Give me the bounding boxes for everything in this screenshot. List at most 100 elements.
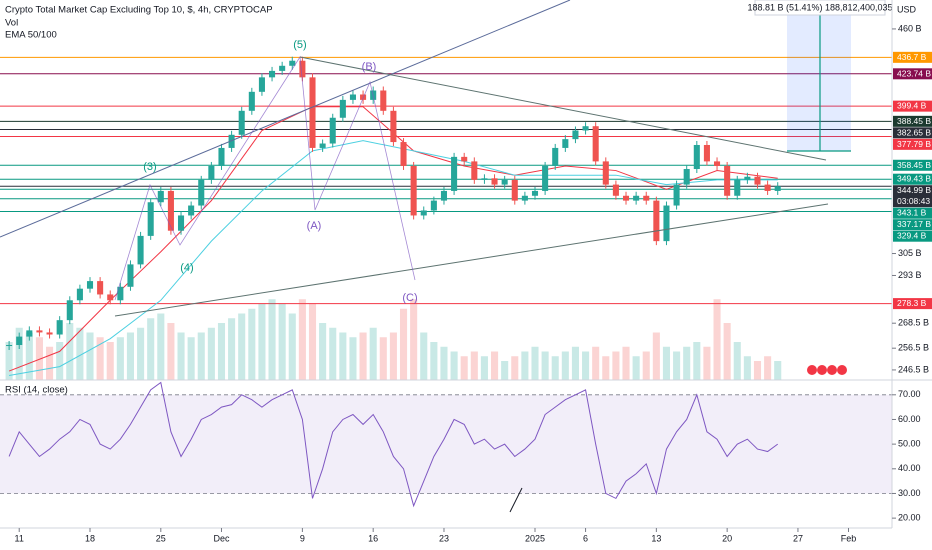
candle-body	[521, 195, 528, 201]
x-tick-label: 9	[300, 533, 305, 543]
volume-bar	[217, 323, 226, 380]
candle-body	[400, 142, 407, 166]
candle-body	[46, 332, 53, 335]
volume-bar	[399, 308, 408, 380]
candle-body	[289, 60, 296, 66]
rsi-tick-label: 60.00	[898, 414, 921, 424]
volume-bar	[440, 346, 448, 380]
x-tick-label: Dec	[213, 533, 230, 543]
y-tick-label: 305 B	[898, 248, 922, 258]
volume-bar	[96, 337, 104, 380]
candle-body	[653, 200, 660, 242]
candle-body	[430, 200, 437, 211]
volume-bar	[743, 356, 751, 380]
level-label: 377.79 B	[897, 139, 931, 149]
volume-bar	[602, 356, 610, 380]
rsi-tick-label: 30.00	[898, 488, 921, 498]
candle-body	[774, 186, 781, 191]
volume-bar	[86, 332, 94, 380]
volume-bar	[319, 323, 327, 380]
icon	[837, 365, 847, 375]
volume-bar	[511, 356, 519, 380]
y-tick-label: 293 B	[898, 270, 922, 280]
indicator-label: EMA 50/100	[5, 30, 57, 41]
rsi-tick-label: 20.00	[898, 513, 921, 523]
candle-body	[461, 156, 468, 162]
drawing-line	[509, 487, 523, 513]
level-label: 329.4 B	[897, 231, 927, 241]
candle-body	[703, 144, 710, 162]
candle-body	[754, 176, 761, 185]
icon	[807, 365, 817, 375]
volume-bar	[693, 342, 701, 380]
candle-body	[147, 202, 154, 236]
volume-bar	[339, 332, 347, 380]
candle-body	[511, 179, 518, 201]
candle-body	[471, 161, 478, 180]
rsi-band	[0, 394, 892, 494]
icon	[817, 365, 827, 375]
volume-bar	[329, 327, 337, 380]
x-tick-label: 20	[722, 533, 732, 543]
chart-title: Crypto Total Market Cap Excluding Top 10…	[5, 5, 273, 16]
volume-bar	[389, 332, 397, 380]
x-tick-label: Feb	[841, 533, 857, 543]
candle-body	[663, 205, 670, 242]
volume-bar	[35, 337, 43, 380]
candle-body	[208, 165, 215, 180]
volume-bar	[15, 327, 23, 380]
volume-bar	[298, 299, 306, 380]
candle-body	[592, 126, 599, 162]
volume-bar	[147, 318, 155, 380]
candle-body	[56, 320, 63, 335]
level-label-box	[893, 127, 932, 139]
volume-bar	[379, 337, 387, 380]
wave-path	[114, 55, 416, 301]
candle-body	[683, 169, 690, 185]
rsi-tick-label: 50.00	[898, 439, 921, 449]
volume-bar	[369, 327, 377, 380]
level-label: 423.74 B	[897, 68, 931, 78]
candle-body	[542, 165, 549, 191]
candle-body	[107, 294, 114, 301]
x-tick-label: 25	[156, 533, 166, 543]
level-label-box	[893, 230, 932, 242]
volume-bar	[551, 356, 559, 380]
candle-body	[157, 190, 164, 203]
volume-bar	[359, 332, 367, 380]
candle-body	[279, 65, 286, 71]
volume-bar	[733, 342, 741, 380]
volume-bar	[571, 346, 579, 380]
level-label: 358.45 B	[897, 160, 931, 170]
volume-bar	[491, 351, 499, 380]
candle-body	[380, 90, 387, 111]
candle-body	[531, 190, 539, 196]
x-tick-label: 27	[793, 533, 803, 543]
candle-body	[390, 110, 397, 143]
candle-body	[299, 60, 306, 78]
candle-body	[269, 70, 276, 78]
volume-bar	[106, 342, 114, 380]
candle-body	[552, 147, 559, 166]
x-tick-label: 6	[583, 533, 588, 543]
volume-bar	[126, 332, 135, 380]
back-layer	[0, 56, 892, 508]
level-label-box	[893, 298, 932, 310]
candle-body	[724, 165, 731, 196]
wave-label: (C)	[402, 292, 417, 304]
trend-line	[114, 203, 829, 317]
volume-bar	[450, 351, 458, 380]
candle-body	[177, 215, 185, 231]
candle-body	[6, 345, 13, 347]
volume-bar	[561, 351, 569, 380]
level-label-box	[893, 68, 932, 80]
trend-line	[0, 0, 571, 238]
candle-body	[36, 330, 43, 333]
volume-bar	[622, 346, 630, 380]
candle-body	[734, 179, 741, 196]
candle-body	[16, 336, 23, 346]
candle-body	[137, 235, 144, 265]
volume-bar	[76, 327, 84, 380]
wave-label: (5)	[293, 39, 306, 51]
